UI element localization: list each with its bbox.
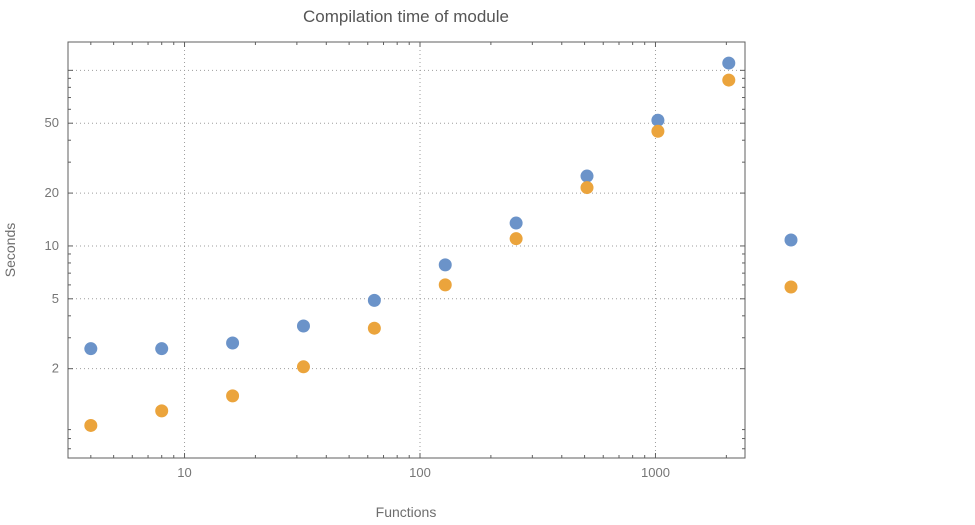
data-point — [367, 321, 381, 335]
data-point — [580, 169, 594, 183]
data-point — [722, 56, 736, 70]
tick-labels-layer: 10 100 1000 2 5 10 20 50 — [45, 115, 670, 480]
x-tick-label: 1000 — [641, 465, 670, 480]
data-point — [84, 342, 98, 356]
chart-title: Compilation time of module — [303, 7, 509, 26]
data-point — [651, 124, 665, 138]
data-point — [438, 278, 452, 292]
x-tick-label: 100 — [409, 465, 431, 480]
data-point — [509, 232, 523, 246]
data-point — [226, 336, 240, 350]
points-layer — [84, 56, 736, 432]
data-point — [722, 73, 736, 87]
y-tick-label: 10 — [45, 238, 59, 253]
legend-marker — [784, 233, 798, 247]
data-point — [651, 113, 665, 127]
legend-layer — [784, 233, 798, 294]
data-point — [84, 418, 98, 432]
ticks-layer — [68, 42, 745, 458]
data-point — [226, 389, 240, 403]
data-point — [580, 181, 594, 195]
data-point — [155, 342, 169, 356]
frame-layer — [67, 41, 746, 459]
y-tick-label: 50 — [45, 115, 59, 130]
x-tick-label: 10 — [177, 465, 191, 480]
gridlines-layer — [68, 42, 745, 458]
data-point — [367, 293, 381, 307]
y-tick-label: 5 — [52, 291, 59, 306]
legend-marker — [784, 280, 798, 294]
data-point — [296, 319, 310, 333]
y-tick-label: 2 — [52, 361, 59, 376]
data-point — [509, 216, 523, 230]
data-point — [155, 404, 169, 418]
y-tick-label: 20 — [45, 185, 59, 200]
y-axis-label: Seconds — [2, 223, 18, 277]
plot-frame — [67, 41, 746, 459]
x-axis-label: Functions — [376, 504, 437, 520]
data-point — [438, 258, 452, 272]
data-point — [296, 360, 310, 374]
